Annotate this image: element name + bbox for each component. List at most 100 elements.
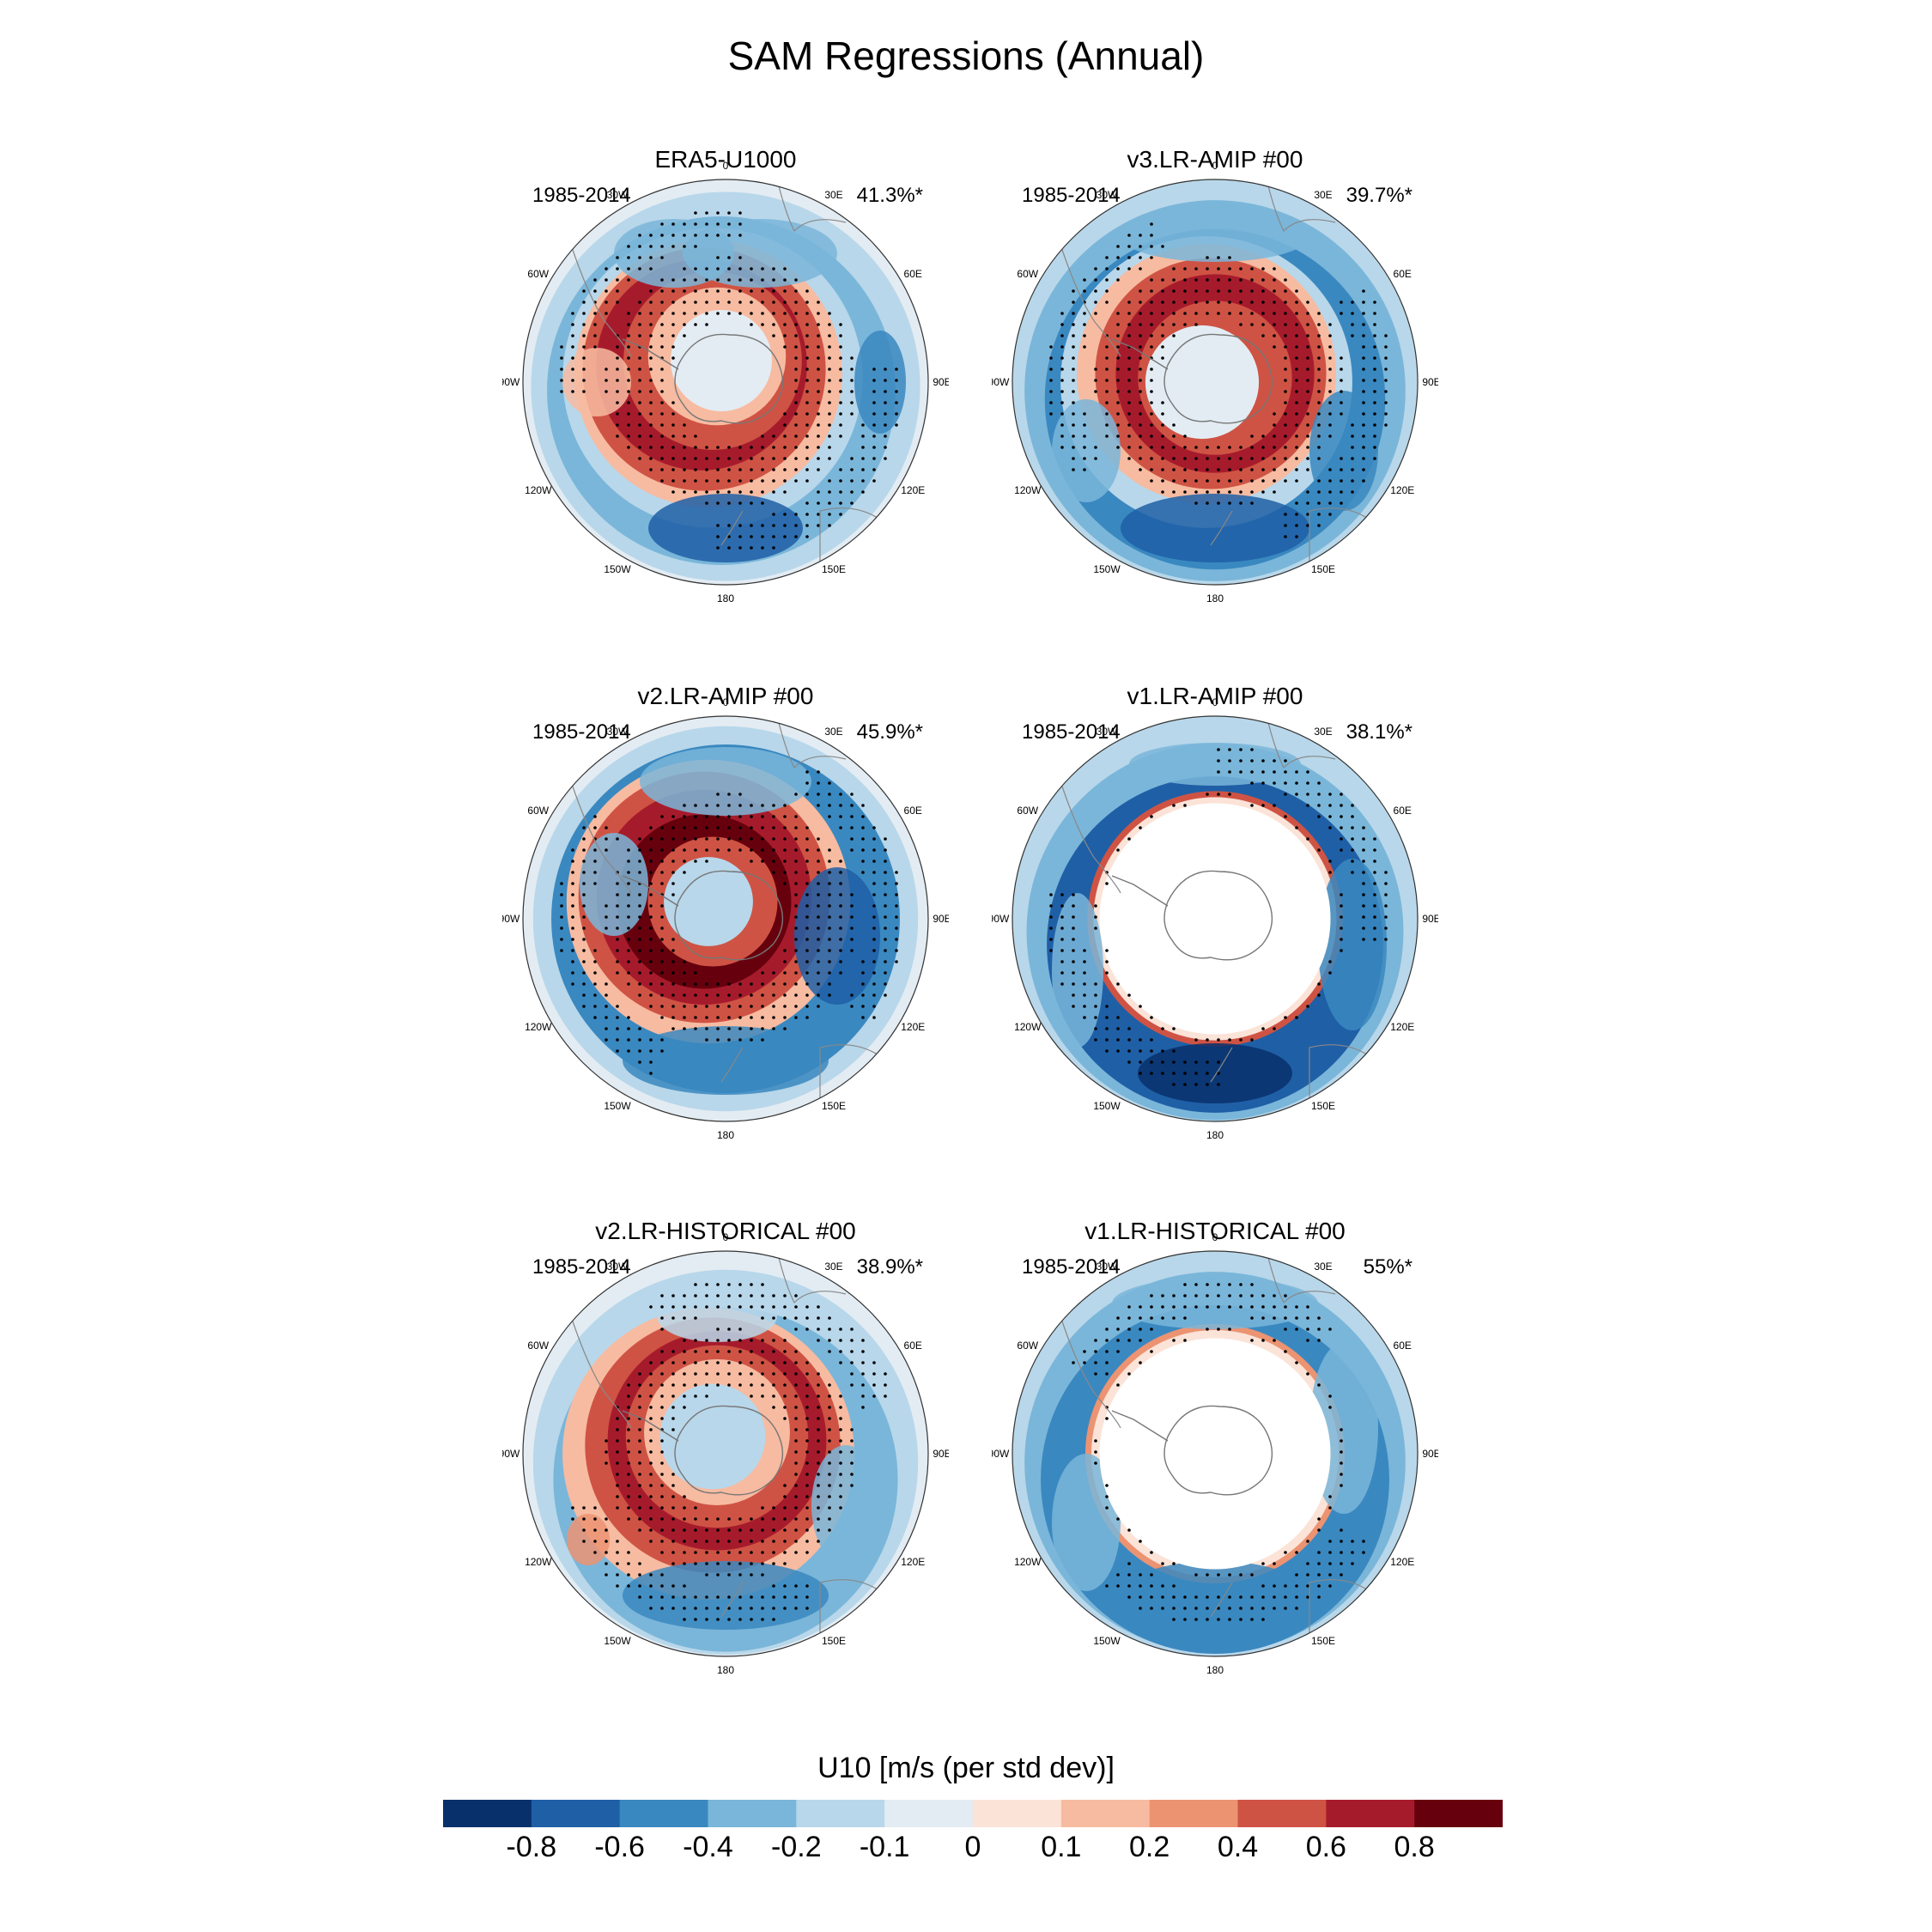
stipple-dot [1273, 434, 1276, 438]
stipple-dot [671, 1595, 675, 1599]
stipple-dot [850, 927, 854, 930]
stipple-dot [839, 904, 842, 908]
stipple-dot [805, 971, 809, 975]
stipple-dot [1150, 1595, 1153, 1599]
stipple-dot [638, 915, 641, 919]
stipple-dot [582, 289, 586, 293]
stipple-dot [738, 1372, 742, 1376]
stipple-dot [660, 960, 664, 963]
stipple-dot [794, 949, 798, 952]
stipple-dot [1172, 1584, 1176, 1588]
stipple-dot [1060, 423, 1064, 427]
field-contour-band [659, 1383, 766, 1490]
stipple-dot [817, 457, 820, 460]
stipple-dot [660, 848, 664, 852]
stipple-dot [716, 1573, 720, 1577]
stipple-dot [817, 1406, 820, 1409]
significance-stippling [560, 211, 898, 550]
stipple-dot [783, 1383, 787, 1387]
stipple-dot [1295, 1016, 1298, 1019]
stipple-dot [884, 993, 887, 997]
stipple-dot [1127, 356, 1131, 360]
stipple-dot [705, 457, 708, 460]
stipple-dot [895, 401, 898, 404]
stipple-dot [1116, 401, 1120, 404]
stipple-dot [1194, 1072, 1198, 1075]
stipple-dot [1340, 1551, 1343, 1554]
stipple-dot [694, 848, 697, 852]
stipple-dot [1228, 1283, 1231, 1286]
stipple-dot [1139, 1595, 1142, 1599]
stipple-dot [627, 915, 630, 919]
stipple-dot [683, 1394, 686, 1398]
stipple-dot [1217, 1618, 1220, 1621]
stipple-dot [671, 960, 675, 963]
stipple-dot [750, 993, 753, 997]
stipple-dot [649, 301, 653, 304]
stipple-dot [1217, 748, 1220, 751]
stipple-dot [738, 837, 742, 841]
panel-title: v2.LR-HISTORICAL #00 [595, 1218, 856, 1244]
stipple-dot [616, 1506, 619, 1510]
stipple-dot [783, 1361, 787, 1364]
stipple-dot [828, 781, 831, 785]
stipple-dot [1295, 423, 1298, 427]
stipple-dot [638, 1372, 641, 1376]
stipple-dot [627, 1450, 630, 1454]
stipple-dot [627, 1428, 630, 1431]
stipple-dot [1094, 1450, 1097, 1454]
stipple-dot [772, 312, 775, 315]
stipple-dot [1150, 1551, 1153, 1554]
stipple-dot [783, 1316, 787, 1320]
stipple-dot [1105, 278, 1109, 282]
polar-map: 030E60E90E120E150E180150W120W90W60W30W [502, 160, 949, 605]
stipple-dot [772, 535, 775, 538]
stipple-dot [705, 1618, 708, 1621]
stipple-dot [1328, 412, 1332, 416]
stipple-dot [694, 1016, 697, 1019]
stipple-dot [750, 1339, 753, 1342]
stipple-dot [1250, 301, 1254, 304]
field-anomaly [854, 331, 906, 434]
stipple-dot [660, 334, 664, 337]
stipple-dot [1161, 301, 1164, 304]
stipple-dot [593, 1506, 597, 1510]
stipple-dot [861, 993, 865, 997]
longitude-label: 0 [1212, 696, 1218, 708]
stipple-dot [582, 993, 586, 997]
stipple-dot [1172, 1618, 1176, 1621]
stipple-dot [638, 401, 641, 404]
stipple-dot [1284, 1595, 1287, 1599]
stipple-dot [1284, 1551, 1287, 1554]
stipple-dot [1384, 871, 1388, 874]
stipple-dot [895, 412, 898, 416]
stipple-dot [683, 312, 686, 315]
stipple-dot [1105, 368, 1109, 371]
stipple-dot [1228, 479, 1231, 483]
stipple-dot [738, 211, 742, 215]
panel-variance: 39.7%* [1346, 184, 1413, 207]
stipple-dot [1239, 1038, 1242, 1042]
field-anomaly [1052, 1454, 1121, 1591]
stipple-dot [582, 826, 586, 829]
stipple-dot [817, 412, 820, 416]
stipple-dot [872, 479, 876, 483]
stipple-dot [694, 1506, 697, 1510]
stipple-dot [582, 356, 586, 360]
stipple-dot [627, 1461, 630, 1465]
stipple-dot [1094, 1361, 1097, 1364]
stipple-dot [671, 334, 675, 337]
stipple-dot [1172, 1595, 1176, 1599]
stipple-dot [772, 1361, 775, 1364]
stipple-dot [671, 1506, 675, 1510]
stipple-dot [783, 1372, 787, 1376]
stipple-dot [627, 446, 630, 449]
stipple-dot [828, 882, 831, 885]
stipple-dot [683, 1595, 686, 1599]
stipple-dot [750, 446, 753, 449]
stipple-dot [750, 1551, 753, 1554]
stipple-dot [794, 1350, 798, 1353]
longitude-label: 150W [604, 563, 631, 575]
stipple-dot [1340, 793, 1343, 796]
stipple-dot [828, 1428, 831, 1431]
